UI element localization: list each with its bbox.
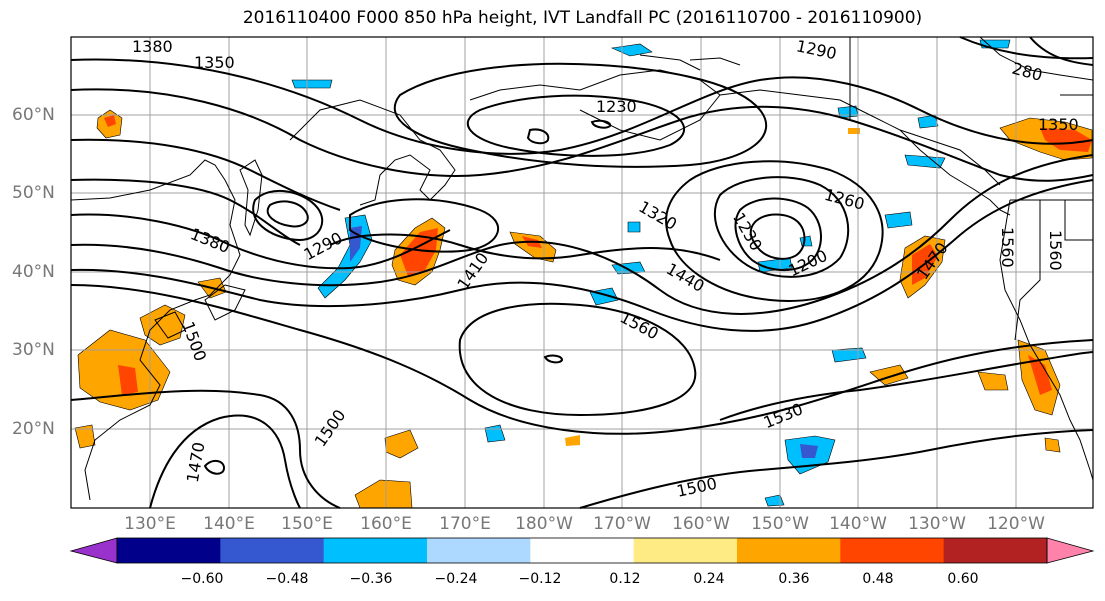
contour-label: 1230 bbox=[596, 97, 637, 116]
map-frame bbox=[70, 36, 1094, 509]
lon-label: 180°W bbox=[515, 514, 573, 534]
lon-label: 140°E bbox=[203, 514, 255, 534]
colorbar-tick-label: 0.48 bbox=[862, 571, 894, 587]
colorbar-tick-label: −0.36 bbox=[349, 571, 393, 587]
lon-label: 170°E bbox=[439, 514, 491, 534]
lon-label: 160°E bbox=[360, 514, 412, 534]
colorbar-tick-label: −0.24 bbox=[434, 571, 478, 587]
contour-label: 1350 bbox=[194, 53, 235, 72]
colorbar-tick-label: 0.12 bbox=[609, 571, 641, 587]
colorbar-cell bbox=[737, 538, 841, 563]
contour-label: 1380 bbox=[132, 37, 173, 56]
colorbar-cell bbox=[117, 538, 221, 563]
colorbar-tick-label: 0.24 bbox=[693, 571, 725, 587]
colorbar-outline bbox=[116, 537, 1048, 564]
contour-label: 1560 bbox=[998, 227, 1017, 268]
lon-label: 130°W bbox=[908, 514, 966, 534]
colorbar-extend-min bbox=[69, 537, 118, 564]
colorbar-cell bbox=[427, 538, 531, 563]
colorbar-cell bbox=[840, 538, 945, 563]
lon-label: 150°E bbox=[281, 514, 333, 534]
colorbar-extend-max bbox=[1046, 537, 1095, 564]
height-contours bbox=[70, 36, 1094, 509]
lat-label: 50°N bbox=[12, 183, 55, 203]
lon-label: 160°W bbox=[672, 514, 730, 534]
lon-label: 140°W bbox=[829, 514, 887, 534]
colorbar-tick-label: −0.12 bbox=[518, 571, 562, 587]
coastlines bbox=[70, 36, 1094, 501]
map-title: 2016110400 F000 850 hPa height, IVT Land… bbox=[242, 8, 923, 28]
lat-label: 40°N bbox=[12, 262, 55, 282]
contour-label: 1350 bbox=[1038, 115, 1079, 134]
colorbar-tick-label: −0.48 bbox=[265, 571, 309, 587]
colorbar-cell bbox=[633, 538, 738, 563]
lon-label: 130°E bbox=[124, 514, 176, 534]
contour-label: 1560 bbox=[1046, 230, 1065, 271]
colorbar-tick-label: 0.60 bbox=[947, 571, 979, 587]
lat-label: 30°N bbox=[12, 340, 55, 360]
lat-label: 20°N bbox=[12, 419, 55, 439]
lon-label: 120°W bbox=[987, 514, 1045, 534]
lon-label: 170°W bbox=[593, 514, 651, 534]
colorbar-tick-label: 0.36 bbox=[778, 571, 810, 587]
colorbar-cell bbox=[943, 538, 1048, 563]
colorbar-cell bbox=[220, 538, 325, 563]
colorbar-cell bbox=[323, 538, 428, 563]
lat-label: 60°N bbox=[12, 105, 55, 125]
map-graticule bbox=[71, 37, 1093, 508]
lon-label: 150°W bbox=[751, 514, 809, 534]
colorbar-cell bbox=[530, 538, 635, 563]
colorbar-tick-label: −0.60 bbox=[180, 571, 224, 587]
colorbar bbox=[69, 537, 1095, 564]
